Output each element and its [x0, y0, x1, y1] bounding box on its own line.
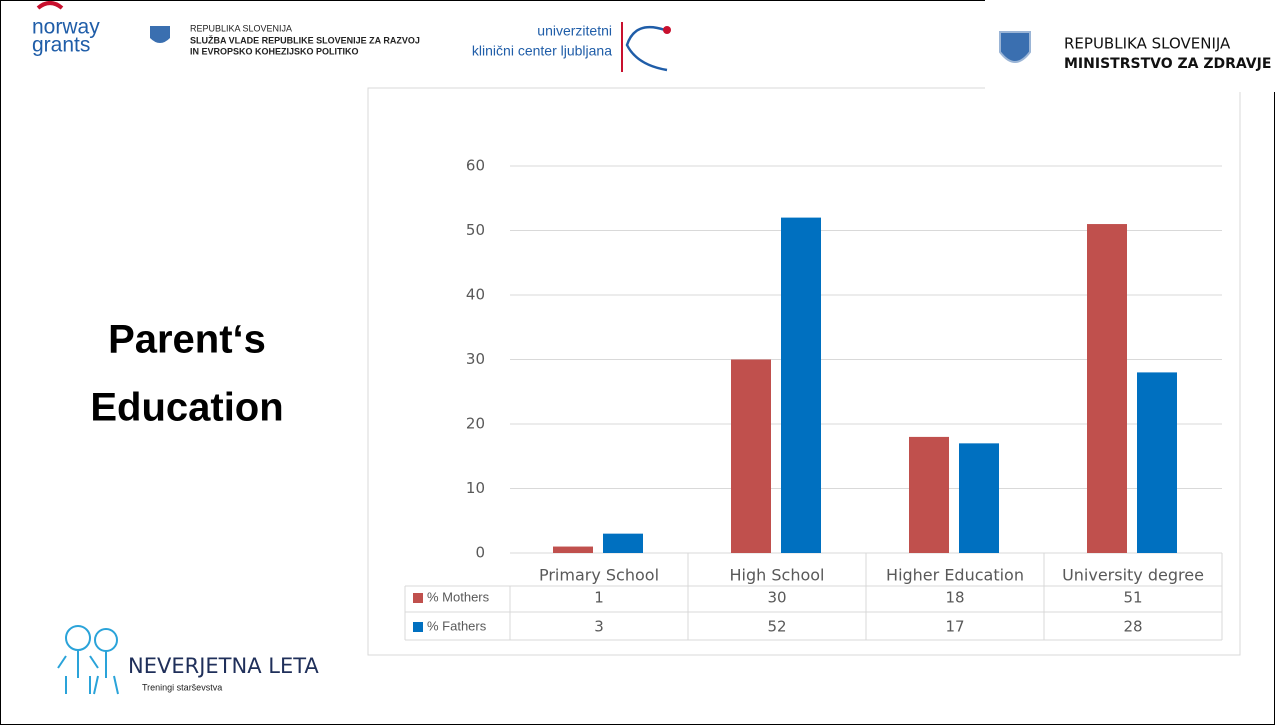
- table-value: 17: [945, 618, 964, 636]
- table-value: 18: [945, 589, 964, 607]
- x-tick-label: Primary School: [539, 566, 659, 585]
- legend-swatch: [413, 622, 423, 632]
- table-value: 28: [1123, 618, 1142, 636]
- logo-text: norway: [32, 16, 100, 39]
- logo-text: SLUŽBA VLADE REPUBLIKE SLOVENIJE ZA RAZV…: [190, 34, 420, 45]
- bar: [781, 217, 821, 553]
- header-backdrop: [985, 0, 1275, 92]
- logo-text: grants: [32, 34, 90, 57]
- logo-text: REPUBLIKA SLOVENIJA: [1064, 35, 1231, 53]
- bar: [959, 443, 999, 553]
- legend-label: % Fathers: [427, 618, 487, 633]
- logo-text: REPUBLIKA SLOVENIJA: [190, 23, 292, 33]
- y-tick-label: 30: [466, 350, 485, 368]
- y-tick-label: 10: [466, 479, 485, 497]
- table-value: 3: [594, 618, 604, 636]
- legend-swatch: [413, 593, 423, 603]
- y-tick-label: 20: [466, 415, 485, 433]
- coat-of-arms: [150, 26, 170, 43]
- bar: [603, 533, 643, 553]
- bar: [909, 436, 949, 553]
- bar: [553, 546, 593, 553]
- bar: [1087, 224, 1127, 554]
- y-tick-label: 60: [466, 157, 485, 175]
- y-tick-label: 40: [466, 286, 485, 304]
- legend-label: % Mothers: [427, 589, 490, 604]
- logo-mark: [625, 25, 668, 72]
- y-tick-label: 0: [475, 544, 485, 562]
- table-value: 52: [767, 618, 786, 636]
- logo-text: univerzitetni: [537, 23, 612, 39]
- logo-text: MINISTRSTVO ZA ZDRAVJE: [1064, 56, 1271, 72]
- coat-of-arms: [999, 31, 1031, 63]
- logo-mark: [36, 1, 64, 10]
- logo-text: IN EVROPSKO KOHEZIJSKO POLITIKO: [190, 46, 359, 56]
- footer-logo: [57, 625, 119, 695]
- slide-title: Parent‘s: [108, 318, 266, 362]
- bar: [731, 359, 771, 553]
- x-tick-label: University degree: [1062, 566, 1204, 585]
- table-value: 30: [767, 589, 786, 607]
- footer-tagline: Treningi starševstva: [142, 682, 222, 692]
- logo-mark: [663, 26, 671, 34]
- logo-text: klinični center ljubljana: [472, 43, 612, 59]
- slide-title: Education: [90, 386, 283, 430]
- footer-brand: NEVERJETNA LETA: [128, 654, 319, 678]
- table-value: 51: [1123, 589, 1142, 607]
- x-tick-label: Higher Education: [886, 566, 1024, 585]
- x-tick-label: High School: [730, 566, 825, 585]
- y-tick-label: 50: [466, 221, 485, 239]
- table-value: 1: [594, 589, 604, 607]
- bar: [1137, 372, 1177, 553]
